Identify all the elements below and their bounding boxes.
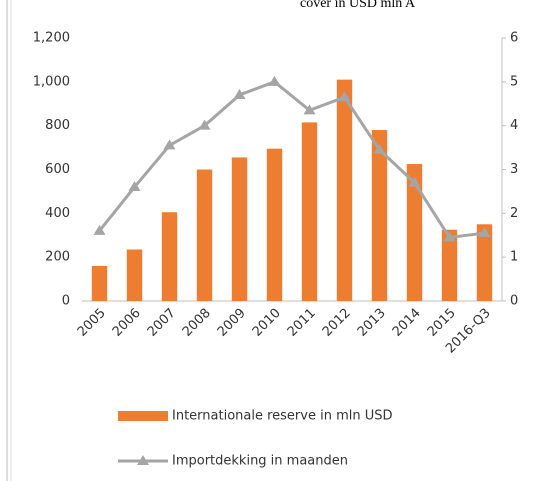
x-tick-label: 2014	[390, 306, 424, 340]
y2-tick-label: 3	[510, 162, 518, 177]
y2-tick-label: 0	[510, 294, 518, 309]
y-tick-label: 800	[45, 118, 70, 133]
y2-tick-label: 2	[510, 206, 518, 221]
x-tick-label: 2006	[110, 306, 144, 340]
x-tick-label: 2007	[145, 306, 179, 340]
bar	[161, 212, 178, 301]
line	[98, 80, 485, 240]
y2-tick-label: 5	[510, 74, 518, 89]
bar	[476, 224, 493, 301]
line-marker	[303, 104, 316, 115]
bar	[406, 164, 423, 301]
line-marker	[163, 139, 176, 150]
legend-label: Internationale reserve in mln USD	[172, 409, 393, 424]
line-marker	[93, 224, 106, 235]
x-tick-label: 2005	[75, 306, 109, 340]
legend-label: Importdekking in maanden	[172, 454, 348, 469]
y-tick-label: 600	[45, 162, 70, 177]
x-tick-label: 2008	[180, 306, 214, 340]
line-marker	[233, 88, 246, 99]
bar	[196, 169, 213, 301]
legend-swatch	[118, 411, 168, 421]
y2-tick-label: 1	[510, 250, 518, 265]
y2-tick-label: 4	[510, 118, 518, 133]
x-tick-label: 2011	[285, 306, 319, 340]
bar	[336, 79, 353, 302]
bar	[126, 249, 143, 301]
bar	[301, 122, 318, 301]
bar	[231, 157, 248, 301]
y2-tick-label: 6	[510, 31, 518, 46]
x-tick-label: 2010	[250, 306, 284, 340]
legend-marker	[137, 455, 149, 465]
y-tick-label: 400	[45, 206, 70, 221]
bar	[91, 265, 108, 301]
y-tick-label: 0	[62, 294, 70, 309]
line-marker	[443, 231, 456, 242]
chart-title: cover in USD mln A	[300, 0, 416, 11]
line-marker	[268, 75, 281, 86]
bar	[441, 229, 458, 301]
x-tick-label: 2009	[215, 306, 249, 340]
y-tick-label: 1,200	[33, 31, 70, 46]
x-tick-label: 2012	[320, 306, 354, 340]
y-tick-label: 200	[45, 250, 70, 265]
bar	[371, 130, 388, 301]
line-marker	[128, 181, 141, 192]
line-marker	[373, 143, 386, 154]
line-marker	[408, 176, 421, 187]
x-tick-label: 2013	[355, 306, 389, 340]
line-marker	[338, 91, 351, 102]
line-marker	[198, 119, 211, 130]
line-marker	[478, 227, 491, 238]
bar	[266, 148, 283, 301]
y-tick-label: 1,000	[33, 74, 70, 89]
